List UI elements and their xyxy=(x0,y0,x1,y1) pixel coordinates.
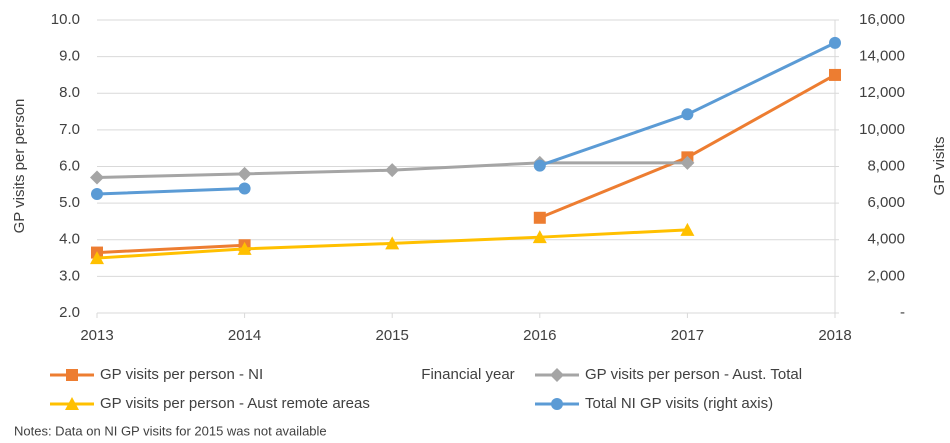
x-tick-label: 2016 xyxy=(523,327,556,344)
y2-tick-label: 10,000 xyxy=(859,121,905,138)
y-tick-label: 3.0 xyxy=(59,267,80,284)
marker xyxy=(238,182,251,195)
legend-marker xyxy=(550,368,564,382)
marker xyxy=(90,251,104,265)
legend-label: GP visits per person - Aust remote areas xyxy=(100,395,370,412)
marker xyxy=(533,159,546,172)
marker xyxy=(385,236,400,250)
legend-label: Total NI GP visits (right axis) xyxy=(585,395,773,412)
marker xyxy=(533,211,546,224)
marker xyxy=(237,241,252,255)
note: Notes: Data on NI GP visits for 2015 was… xyxy=(14,423,327,438)
x-tick-label: 2018 xyxy=(818,327,851,344)
y-tick-label: 7.0 xyxy=(59,121,80,138)
series-line xyxy=(96,41,836,196)
y-tick-label: 8.0 xyxy=(59,84,80,101)
y2-tick-label: 12,000 xyxy=(859,84,905,101)
y2-tick-label: 14,000 xyxy=(859,48,905,65)
series-line xyxy=(96,73,836,255)
legend-label: GP visits per person - NI xyxy=(100,366,263,383)
legend-marker xyxy=(65,397,79,410)
x-axis-label: Financial year xyxy=(421,366,514,383)
marker xyxy=(829,68,841,81)
x-tick-label: 2017 xyxy=(671,327,704,344)
marker xyxy=(237,166,252,181)
x-tick-label: 2015 xyxy=(376,327,409,344)
marker xyxy=(680,222,695,236)
marker xyxy=(90,170,104,185)
marker xyxy=(829,36,841,49)
y-tick-label: 4.0 xyxy=(59,231,80,248)
x-tick-label: 2013 xyxy=(80,327,113,344)
x-tick-label: 2014 xyxy=(228,327,261,344)
y-tick-label: 10.0 xyxy=(51,11,80,28)
y2-tick-label: 6,000 xyxy=(867,194,905,211)
marker xyxy=(532,230,547,244)
marker xyxy=(91,187,103,200)
y-tick-label: 2.0 xyxy=(59,304,80,321)
y-tick-label: 6.0 xyxy=(59,157,80,174)
y2-axis-label: GP visits xyxy=(931,137,948,196)
legend-marker xyxy=(66,369,78,381)
y2-tick-label: 8,000 xyxy=(867,157,905,174)
y-tick-label: 5.0 xyxy=(59,194,80,211)
y2-tick-label: 16,000 xyxy=(859,11,905,28)
y-axis-label: GP visits per person xyxy=(11,99,28,234)
y2-tick-label: 4,000 xyxy=(867,231,905,248)
marker xyxy=(385,163,400,178)
legend-marker xyxy=(551,398,563,410)
y2-tick-label: 2,000 xyxy=(867,267,905,284)
marker xyxy=(681,108,694,121)
y2-tick-label: - xyxy=(900,304,905,321)
marker xyxy=(680,155,695,170)
y-tick-label: 9.0 xyxy=(59,48,80,65)
legend-label: GP visits per person - Aust. Total xyxy=(585,366,802,383)
